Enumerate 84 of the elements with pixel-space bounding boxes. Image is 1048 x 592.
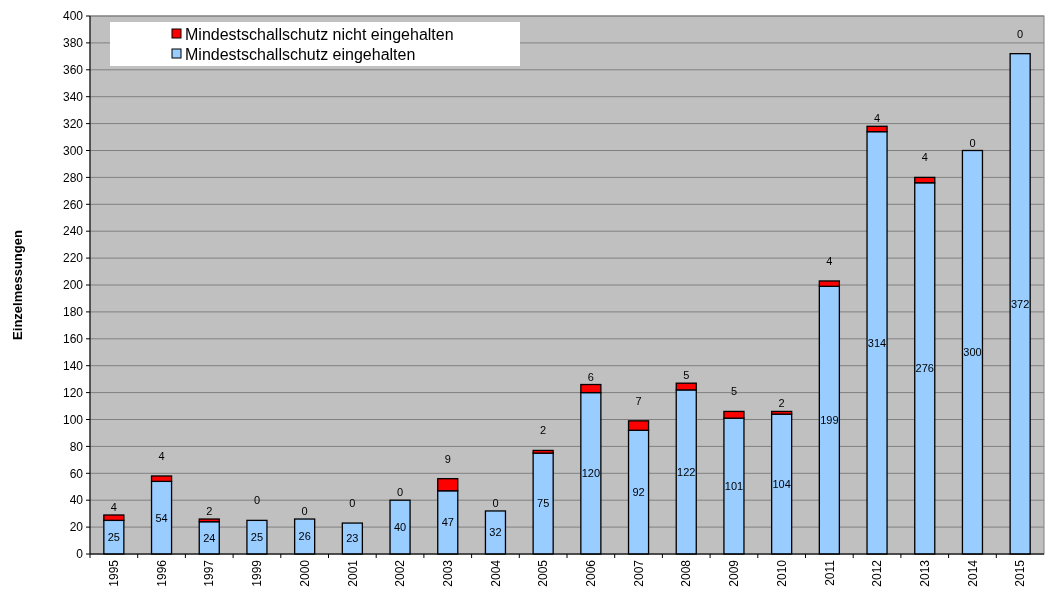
data-label: 0 [396,486,404,499]
y-tick-label: 20 [69,520,84,535]
data-label: 25 [107,531,120,544]
legend-label: Mindestschallschutz eingehalten [185,45,416,63]
data-label: 4 [921,151,928,164]
y-tick-label: 280 [62,170,84,185]
x-tick-label: 2012 [870,559,885,587]
data-label: 75 [537,497,550,510]
y-tick-label: 320 [62,116,84,131]
y-tick-label: 260 [62,197,84,212]
data-label: 300 [963,346,982,359]
y-tick-label: 400 [62,9,84,24]
data-label: 0 [349,497,356,510]
x-tick-label: 2005 [536,559,551,587]
x-tick-label: 1999 [250,559,265,587]
x-tick-label: 2006 [584,559,599,587]
data-label: 4 [158,449,165,462]
data-label: 2 [206,505,213,518]
x-tick-label: 2003 [440,559,455,587]
y-tick-label: 120 [62,385,84,400]
data-label: 25 [250,531,264,544]
y-tick-label: 300 [62,143,84,158]
y-tick-label: 140 [62,358,84,373]
x-tick-label: 2010 [774,559,789,587]
y-tick-label: 0 [76,547,84,562]
data-label: 276 [915,362,934,375]
data-label: 120 [581,467,601,480]
data-label: 372 [1010,297,1030,310]
data-label: 2 [778,397,785,410]
data-label: 314 [867,336,887,349]
legend-label: Mindestschallschutz nicht eingehalten [185,25,454,43]
data-label: 0 [492,496,499,509]
data-label: 104 [772,477,791,490]
x-tick-label: 1996 [154,559,169,587]
y-tick-label: 100 [62,412,84,427]
x-tick-label: 2000 [297,559,312,587]
data-label: 7 [635,394,642,407]
x-tick-label: 2014 [965,559,980,587]
x-tick-label: 2001 [345,559,360,587]
data-label: 54 [155,511,168,524]
data-label: 9 [444,452,451,465]
y-tick-label: 60 [69,466,84,481]
x-tick-label: 2008 [679,559,694,587]
data-label: 26 [298,530,311,543]
data-label: 0 [301,505,308,518]
data-label: 4 [826,254,833,267]
data-label: 199 [820,414,839,427]
data-label: 24 [203,531,216,544]
y-tick-label: 240 [62,224,84,239]
data-label: 5 [683,369,690,382]
y-tick-label: 180 [62,305,84,320]
y-tick-label: 200 [62,278,84,293]
x-tick-label: 2013 [917,559,932,587]
x-tick-label: 2015 [1013,559,1028,587]
y-tick-label: 360 [62,63,84,77]
data-label: 0 [253,494,261,507]
y-tick-label: 40 [69,493,84,508]
y-tick-label: 160 [62,332,84,346]
data-label: 40 [393,520,407,533]
data-label: 5 [730,385,738,398]
data-label: 47 [441,516,454,529]
data-label: 122 [677,465,696,478]
y-axis-title: Einzelmessungen [10,230,25,340]
y-tick-label: 80 [69,439,84,454]
data-label: 4 [873,112,881,125]
y-tick-label: 380 [62,36,84,51]
y-tick-label: 220 [62,251,84,266]
data-label: 0 [1017,27,1024,40]
data-label: 4 [110,500,117,513]
x-tick-label: 2004 [488,559,503,587]
x-tick-label: 2002 [393,559,408,587]
data-label: 92 [632,485,645,498]
data-label: 2 [540,424,547,437]
data-label: 23 [346,532,359,545]
x-tick-label: 1997 [202,559,217,587]
x-tick-label: 2011 [822,559,837,586]
data-label: 6 [587,370,594,383]
x-tick-label: 1995 [107,559,122,587]
data-label: 32 [489,526,502,539]
x-tick-label: 2009 [727,559,742,587]
x-tick-label: 2007 [631,559,646,587]
data-label: 101 [724,479,744,492]
data-label: 0 [969,136,976,149]
y-tick-label: 340 [62,89,84,104]
